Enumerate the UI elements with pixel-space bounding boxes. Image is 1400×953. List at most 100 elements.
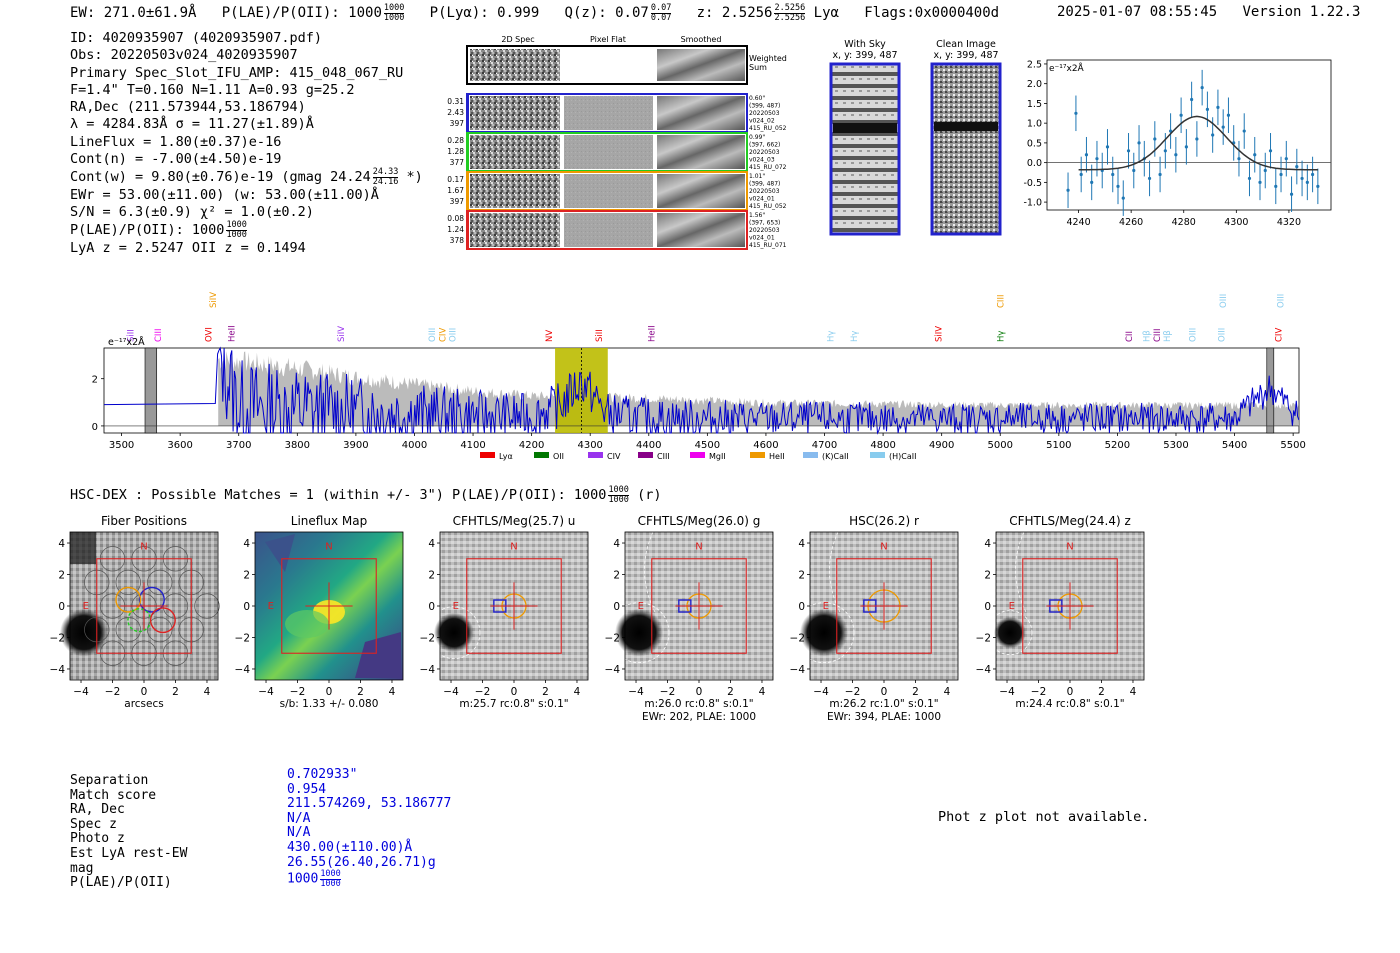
aperture-arc — [644, 531, 656, 613]
cutout-smoothed — [657, 135, 745, 169]
image-ytick-label: −4 — [605, 664, 621, 676]
legend-swatch — [588, 452, 603, 458]
clean-subtitle: x, y: 399, 487 — [933, 50, 998, 61]
image-caption: arcsecs — [124, 698, 163, 710]
hsc-dex-header: HSC-DEX : Possible Matches = 1 (within +… — [70, 486, 661, 504]
info-lambda: λ = 4284.83Å σ = 11.27(±1.89)Å — [70, 116, 314, 133]
cutout-right-value: (399, 487) — [749, 181, 780, 188]
cutout-2dspec — [470, 96, 560, 130]
spectrum-xtick-label: 5200 — [1105, 440, 1130, 451]
sky-panels: With Sky x, y: 399, 487 Clean Image x, y… — [829, 39, 1002, 236]
info-plae-den: 1000 — [226, 229, 247, 240]
line-fit-ytick-label: 0.5 — [1027, 138, 1042, 149]
cutout-right-value: 1.01" — [749, 173, 765, 180]
clean-title: Clean Image — [936, 39, 996, 50]
image-xtick-label: −2 — [660, 686, 675, 698]
image-caption: m:26.2 rc:1.0" s:0.1" — [829, 698, 938, 710]
cutout-right-value: (399, 487) — [749, 103, 780, 110]
spectral-line-label: SiII — [595, 329, 605, 342]
cutout-right-value: 415_RU_052 — [749, 125, 787, 132]
compass-north: N — [510, 541, 517, 552]
fiber-circle-primary — [138, 586, 165, 613]
cutout-right-value: 415_RU_072 — [749, 164, 787, 171]
compass-east: E — [268, 601, 274, 612]
spectrum-xtick-label: 3600 — [167, 440, 192, 451]
line-fit-gaussian — [1078, 115, 1318, 171]
spectrum-xticks: 3500 3600 3700 3800 3900 4000 4100 4200 4300 4400… — [109, 433, 1306, 451]
spectrum-xtick-label: 4900 — [929, 440, 954, 451]
line-fit-point — [1200, 86, 1204, 90]
image-panel-title: Fiber Positions — [101, 514, 187, 528]
cutout-left-value: 378 — [450, 236, 465, 245]
search-box — [836, 558, 932, 654]
header-plae-num: 1000 — [383, 3, 405, 14]
spectral-line-label: Hγ — [996, 331, 1006, 342]
spectral-line-label: CII — [1125, 331, 1135, 342]
line-fit-point — [1111, 172, 1115, 177]
spectral-line-label: OIII — [1188, 328, 1198, 342]
line-fit-point — [1211, 133, 1215, 137]
cutout-left-value: 0.28 — [447, 136, 464, 145]
image-xtick-label: −2 — [290, 686, 305, 698]
image-panel-title: CFHTLS/Meg(24.4) z — [1009, 514, 1131, 528]
image-xtick-label: 2 — [727, 686, 734, 698]
cutout-smoothed — [657, 174, 745, 208]
spectrum-xtick-label: 3500 — [109, 440, 134, 451]
image-ytick-label: 2 — [58, 570, 65, 582]
info-lineflux: LineFlux = 1.80(±0.37)e-16 — [70, 133, 282, 150]
cutout-right-value: 0.60" — [749, 95, 765, 102]
spectral-line-label: OIII — [1219, 294, 1229, 308]
spectrum-ytick-label: 2 — [92, 375, 98, 386]
image-ytick-label: 4 — [613, 538, 620, 550]
line-fit-point — [1195, 137, 1199, 141]
header-flags: Flags:0x0000400d — [864, 5, 1000, 21]
image-xtick-label: −2 — [845, 686, 860, 698]
image-xtick-label: −4 — [73, 686, 89, 698]
spectral-line-label: OIII — [1276, 294, 1286, 308]
cutout-left-value: 0.31 — [447, 97, 464, 106]
image-ytick-label: −2 — [50, 632, 65, 644]
image-xtick-label: −4 — [628, 686, 644, 698]
image-xtick-label: −2 — [1031, 686, 1046, 698]
cutout-left-value: 377 — [450, 158, 465, 167]
match-value-separation: 0.702933" — [287, 767, 358, 782]
cutout-right-value: 1.56" — [749, 212, 765, 219]
cutout-right-value: 415_RU_071 — [749, 242, 787, 249]
info-sn: S/N = 6.3(±0.9) χ² = 1.0(±0.2) — [70, 203, 314, 220]
spectrum-xtick-label: 4000 — [402, 440, 427, 451]
line-fit-point — [1268, 149, 1273, 153]
info-plae-num: 1000 — [226, 220, 247, 231]
header-plae-den: 1000 — [383, 12, 405, 23]
with-sky-image — [829, 62, 901, 236]
cutout-right-value: (397, 653) — [749, 220, 780, 227]
compass-east: E — [83, 601, 89, 612]
line-fit-ytick-label: 2.0 — [1027, 79, 1042, 90]
match-value-mag: 26.55(26.40,26.71)g — [287, 854, 436, 870]
line-fit-point — [1289, 192, 1294, 196]
image-xtick-label: 0 — [511, 686, 518, 698]
cutout-left-value: 0.17 — [447, 175, 464, 184]
image-xtick-label: 4 — [944, 686, 951, 698]
bright-source — [60, 608, 108, 657]
info-primary: Primary Spec_Slot_IFU_AMP: 415_048_067_R… — [70, 64, 404, 81]
info-radec: RA,Dec (211.573944,53.186794) — [70, 99, 306, 116]
lineflux-dark-patch — [355, 632, 401, 678]
line-fit-point — [1074, 111, 1078, 115]
image-xtick-label: 4 — [759, 686, 766, 698]
header-plae: P(LAE)/P(OII): 1000 — [221, 5, 382, 21]
spectrum-line-window — [555, 348, 608, 433]
spectral-line-label: CIII — [996, 295, 1006, 308]
image-xtick-label: 2 — [912, 686, 919, 698]
match-value-score: 0.954 — [287, 781, 327, 797]
image-panel-group: Fiber Positions N E 4 2 0 −2 −4 −4 −2 0 2 4 arcsecs Li… — [50, 514, 1145, 723]
image-ytick-label: 2 — [613, 570, 620, 582]
search-box — [1022, 558, 1118, 654]
cutout-2dspec — [470, 174, 560, 208]
image-xtick-label: 0 — [141, 686, 148, 698]
match-label-photoz: Photo z — [70, 831, 125, 847]
info-contw-num: 24.33 — [372, 167, 399, 178]
match-value-plae: 1000 1000 1000 — [287, 870, 451, 888]
spectrum-flux-line — [103, 346, 1300, 435]
image-xtick-label: −2 — [475, 686, 490, 698]
